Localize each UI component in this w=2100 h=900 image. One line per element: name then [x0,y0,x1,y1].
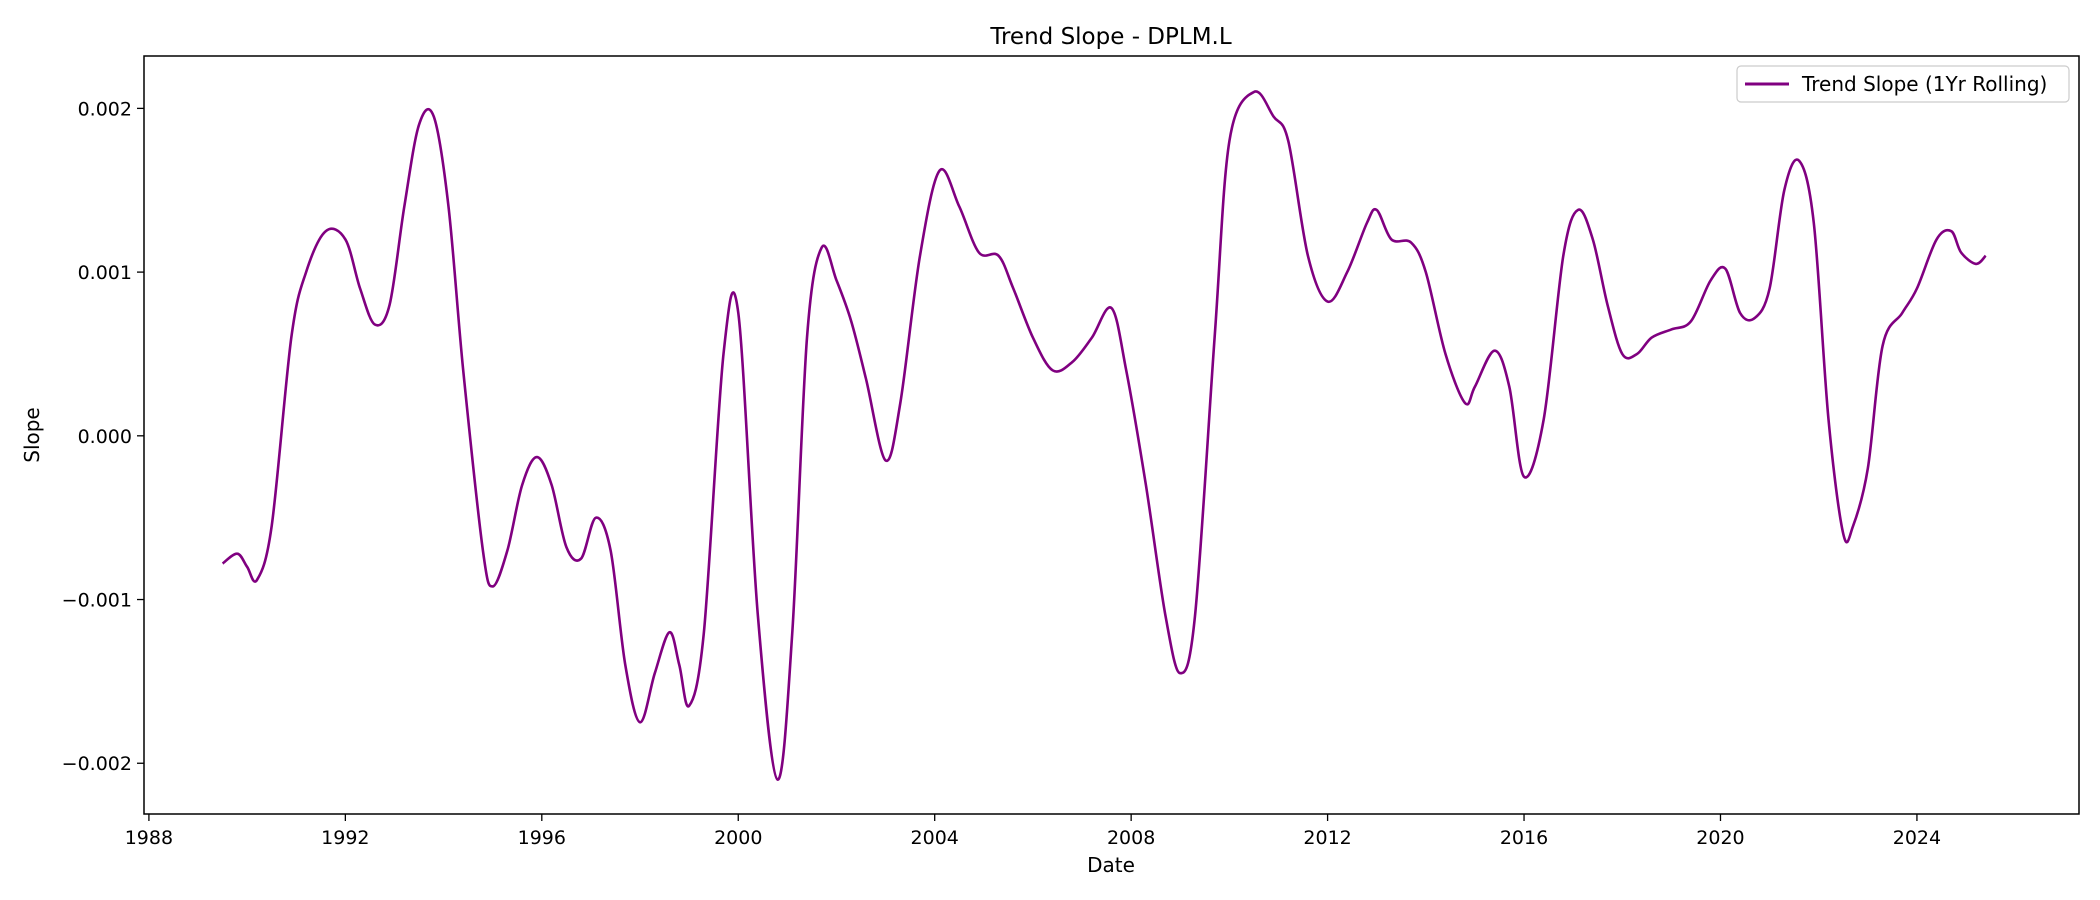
x-tick-label: 1996 [518,827,566,849]
x-axis-title: Date [1087,853,1135,877]
y-tick-label: 0.002 [78,98,132,120]
axis-ticks: 1988 1992 1996 2000 2004 2008 2012 2016 2020 2024… [62,98,1941,849]
y-tick-label: 0.000 [78,426,132,448]
x-tick-label: 2012 [1303,827,1351,849]
chart-title: Trend Slope - DPLM.L [989,24,1232,50]
x-tick-label: 2008 [1107,827,1155,849]
y-tick-label: −0.001 [62,590,132,612]
x-tick-label: 1988 [125,827,173,849]
x-tick-label: 2016 [1500,827,1548,849]
x-tick-label: 2020 [1696,827,1744,849]
series-line-trend-slope [221,90,1987,781]
y-axis-title: Slope [20,407,44,463]
legend: Trend Slope (1Yr Rolling) [1736,65,2070,103]
x-tick-label: 2004 [911,827,959,849]
plot-area-frame [143,55,2080,815]
x-tick-label: 1992 [321,827,369,849]
x-tick-label: 2000 [714,827,762,849]
x-tick-label: 2024 [1893,827,1941,849]
legend-box [1736,65,2070,103]
y-tick-label: 0.001 [78,262,132,284]
series-group [221,90,1987,781]
legend-entry-label: Trend Slope (1Yr Rolling) [1801,72,2047,96]
y-tick-label: −0.002 [62,753,132,775]
